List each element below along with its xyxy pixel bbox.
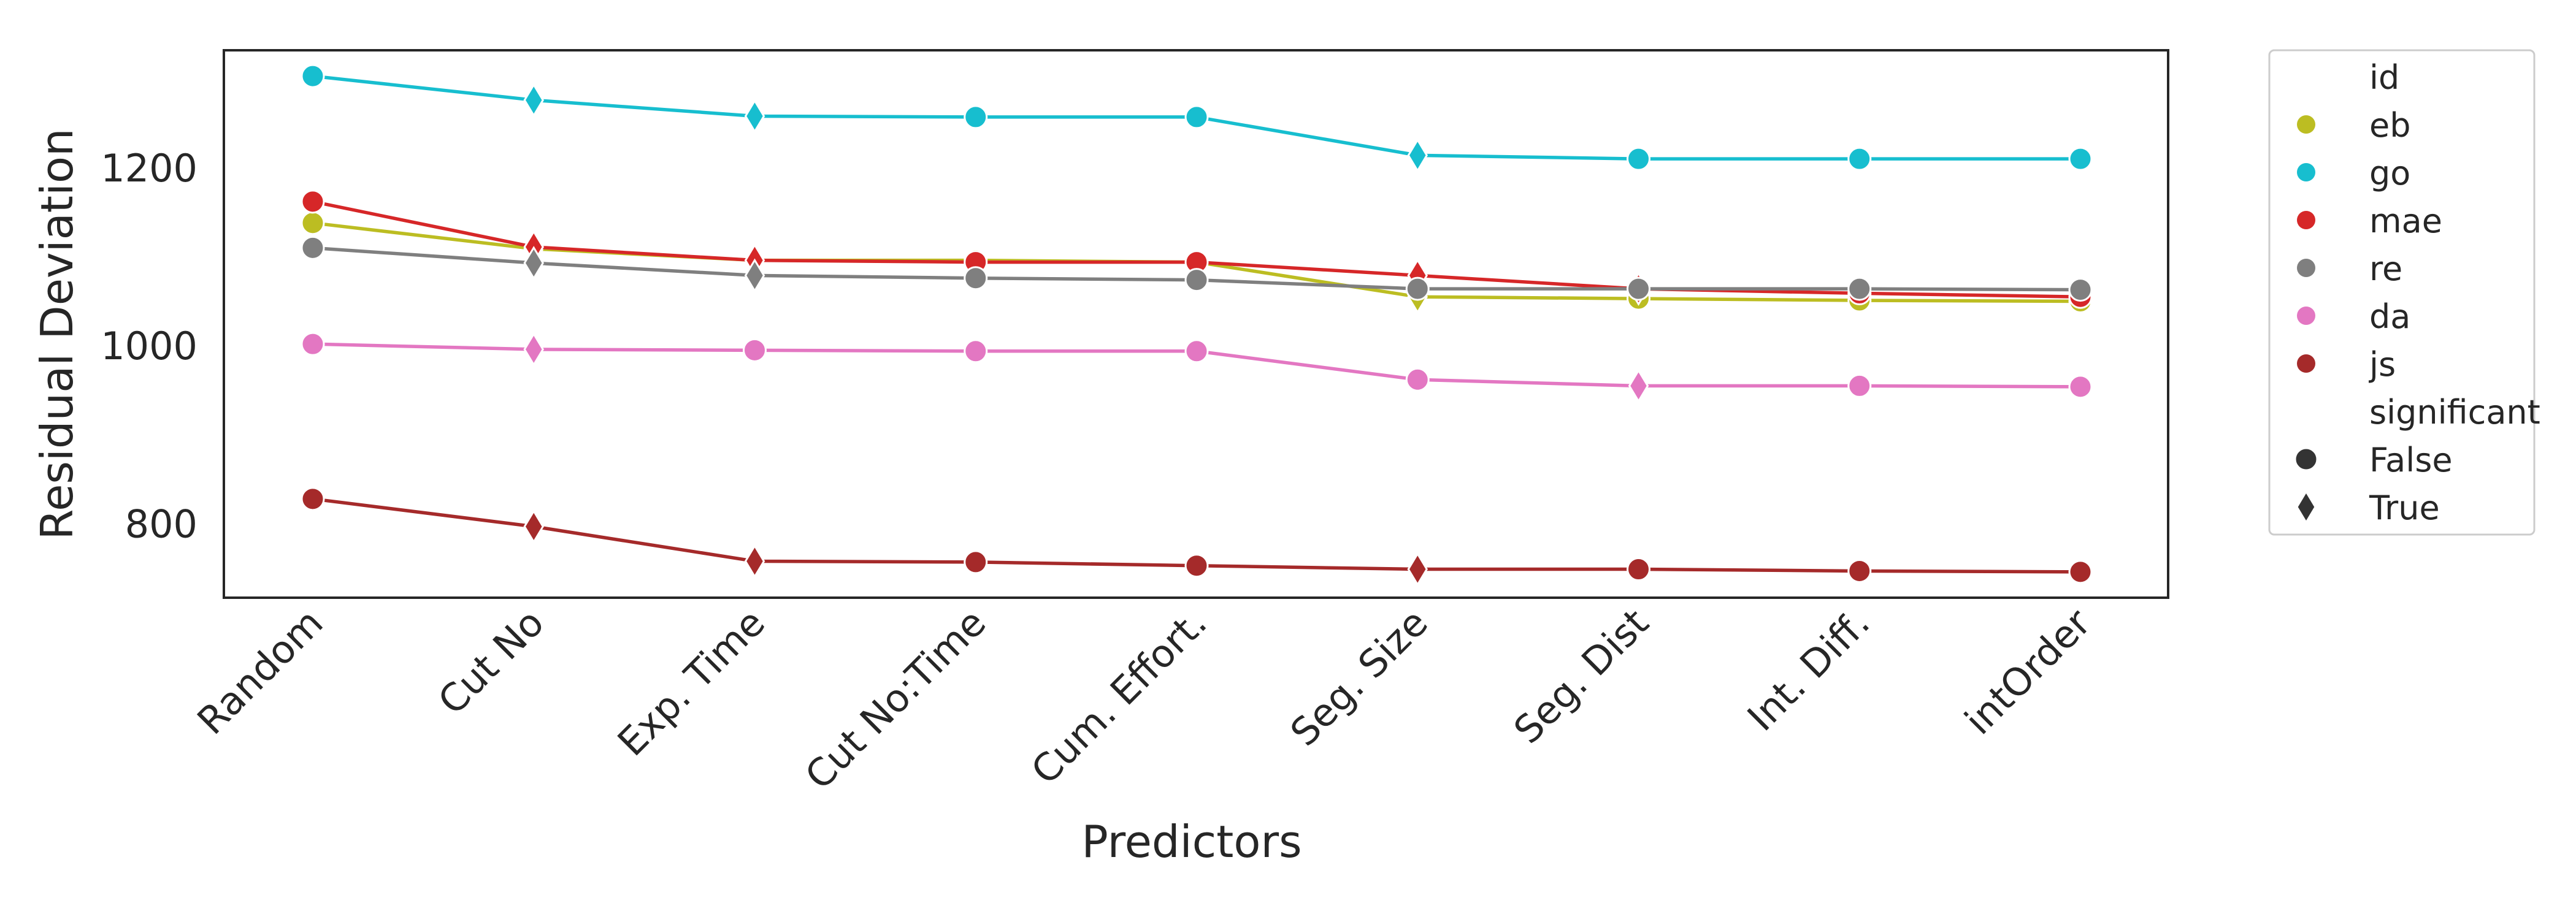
data-point-da [743,338,767,362]
y-tick-label: 1000 [101,324,197,368]
data-point-re [1847,276,1872,301]
legend-label-true: True [2369,489,2440,527]
legend-title-id: id [2369,58,2399,97]
series-js [301,487,2093,587]
legend-marker-true [2296,490,2317,524]
legend-label-da: da [2369,297,2410,336]
data-point-js [523,509,544,544]
series-da [301,332,2093,403]
data-point-re [1184,268,1209,292]
y-tick-label: 800 [125,502,197,547]
data-point-go [1847,147,1872,171]
data-point-js [964,550,988,574]
data-point-js [2068,560,2093,584]
data-point-mae [301,189,325,214]
x-tick-label: Cut No [429,600,553,723]
x-tick-label: Exp. Time [609,600,773,764]
data-point-js [301,487,325,511]
data-point-js [1627,557,1650,582]
x-tick-label: Cut No:Time [797,600,995,798]
data-point-da [1847,373,1872,398]
data-point-re [301,235,325,260]
legend-label-re: re [2369,250,2402,288]
legend-frame [2268,49,2536,536]
x-tick-label: Seg. Dist [1505,600,1657,752]
legend-items: id eb go mae re da js significant False True [2294,58,2540,527]
data-point-go [301,64,325,88]
data-point-re [1627,276,1650,301]
data-point-go [523,83,544,118]
data-point-da [1184,339,1209,364]
x-tick-label: Random [188,600,331,743]
legend-marker-re [2297,259,2315,277]
data-point-da [1628,368,1649,403]
legend-marker-js [2297,354,2315,373]
data-point-da [964,339,988,364]
series-go [301,64,2093,173]
x-tick-label: Cum. Effort. [1022,600,1215,793]
y-axis-label: Residual Deviation [31,128,83,539]
legend: id eb go mae re da js significant False True [2268,49,2540,536]
legend-marker-da [2297,307,2315,325]
x-tick-label: Seg. Size [1282,600,1436,755]
data-point-re [1405,276,1430,301]
legend-marker-eb [2297,115,2315,134]
legend-label-eb: eb [2369,106,2411,145]
data-point-re [2068,278,2093,302]
data-point-js [744,544,765,579]
plot-frame [223,49,2169,599]
legend-marker-mae [2297,211,2315,229]
x-axis-ticks: Random Cut No Exp. Time Cut No:Time Cum. Eff… [188,600,2099,798]
legend-label-mae: mae [2369,202,2442,240]
series-re [301,235,2093,302]
data-point-go [1627,147,1650,171]
data-point-js [1847,558,1872,583]
data-point-go [964,105,988,129]
y-axis-ticks: 800 1000 1200 [101,146,197,547]
legend-marker-false [2294,447,2318,471]
data-point-go [1407,138,1428,173]
data-point-re [523,246,544,280]
series-layer [301,64,2093,587]
x-tick-label: Int. Diff. [1739,600,1878,739]
data-point-re [964,266,988,291]
data-point-da [523,332,544,367]
y-tick-label: 1200 [101,146,197,191]
data-point-go [1184,105,1209,129]
data-point-go [744,99,765,134]
data-point-da [2068,375,2093,399]
data-point-da [1405,367,1430,392]
x-axis-label: Predictors [1081,816,1301,867]
legend-label-js: js [2369,345,2396,384]
data-point-go [2068,147,2093,171]
data-point-js [1184,554,1209,578]
legend-label-go: go [2369,154,2410,192]
data-point-re [744,258,765,293]
legend-label-false: False [2369,441,2453,479]
x-tick-label: intOrder [1956,600,2099,744]
legend-title-significant: significant [2369,393,2540,432]
data-point-js [1407,552,1428,587]
legend-marker-go [2297,163,2315,181]
data-point-da [301,332,325,356]
data-point-eb [301,211,325,235]
